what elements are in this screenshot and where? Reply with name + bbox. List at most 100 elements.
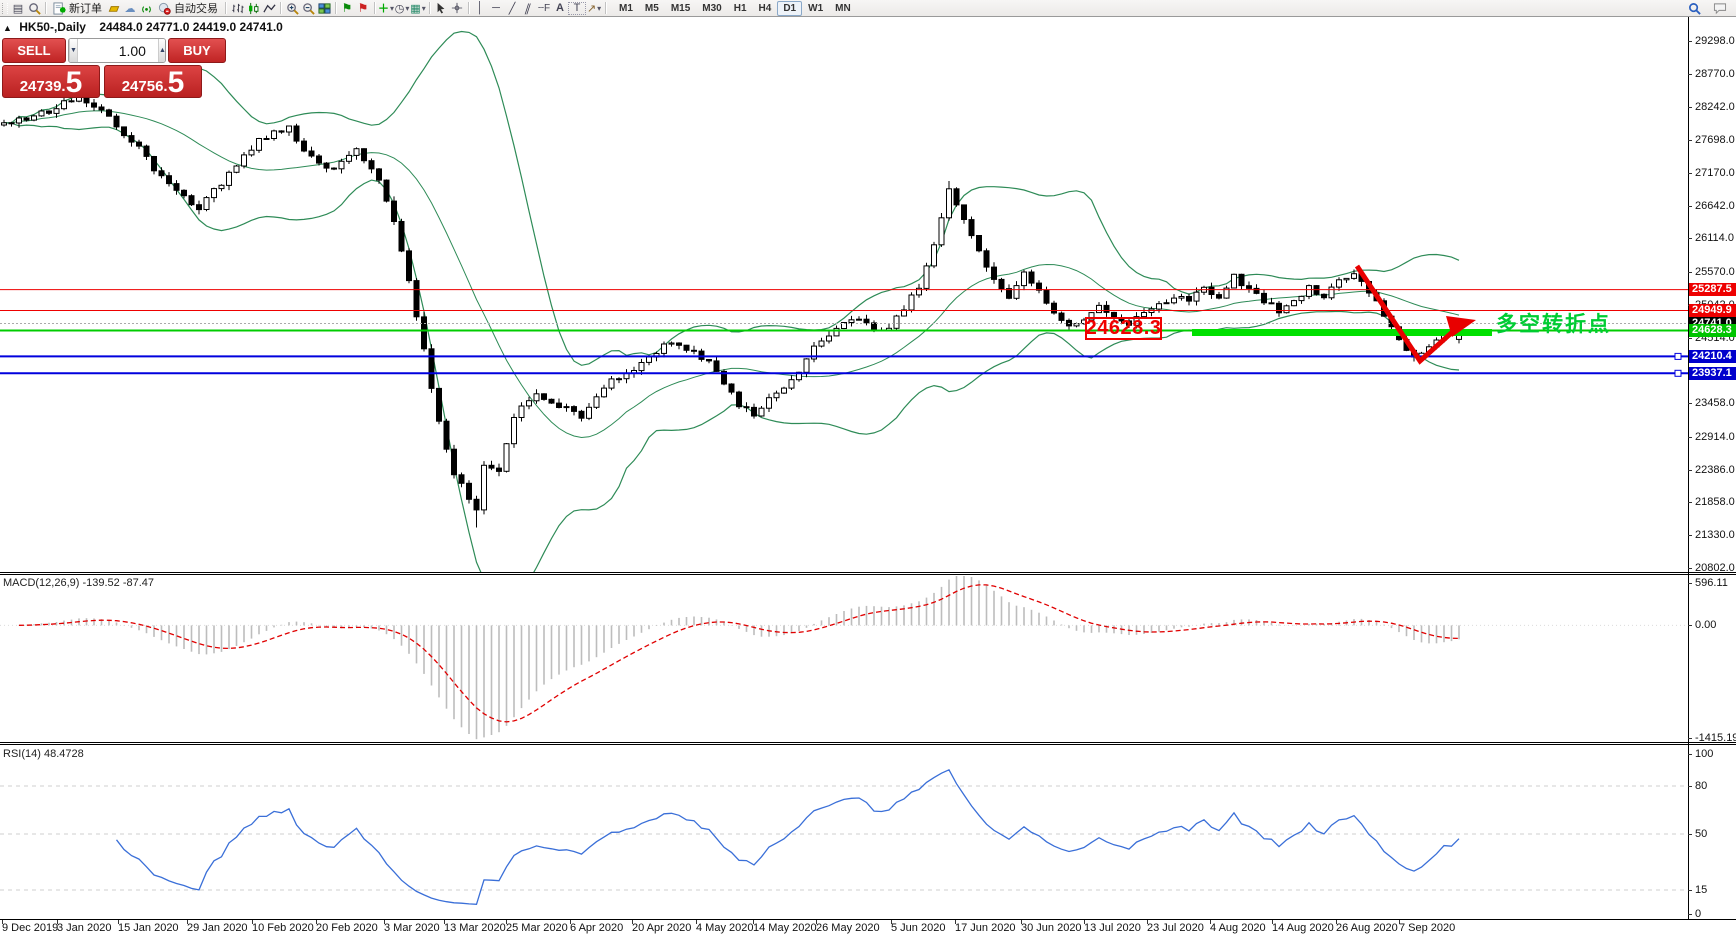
price-tick-label: 22914.0 — [1695, 430, 1735, 443]
templates-icon[interactable]: ▦ ▾ — [410, 2, 426, 15]
shapes-tool-icon[interactable]: ↗ ▾ — [586, 2, 602, 15]
autotrade-button[interactable]: 自动交易 — [154, 1, 222, 15]
volume-increase-button[interactable]: ▲ — [157, 39, 165, 62]
indicators-icon[interactable]: ＋ ▾ — [378, 3, 395, 15]
rsi-tick-label: 80 — [1695, 780, 1708, 792]
volume-input[interactable] — [77, 39, 158, 62]
price-tick-label: 21330.0 — [1695, 528, 1735, 541]
vertical-line-tool-icon[interactable]: │ — [476, 2, 484, 14]
pane-separator[interactable] — [0, 742, 1736, 743]
one-click-trade-panel: SELL ▼ ▲ BUY 24739.5 24756.5 — [2, 38, 226, 98]
toolbar-separator — [429, 2, 431, 14]
date-tick — [891, 920, 892, 924]
timeframe-w1[interactable]: W1 — [808, 2, 824, 14]
ohlc-values: 24484.0 24771.0 24419.0 24741.0 — [99, 20, 283, 34]
bar-chart-type-icon[interactable] — [229, 1, 245, 15]
date-tick — [444, 920, 445, 924]
price-tick-label: 28770.0 — [1695, 67, 1735, 80]
buy-button[interactable]: BUY — [168, 38, 226, 63]
macd-histogram — [18, 576, 1460, 740]
price-tick-label: 24514.0 — [1695, 331, 1735, 344]
date-tick — [1210, 920, 1211, 924]
zoom-out-icon[interactable] — [300, 1, 316, 15]
sell-button[interactable]: SELL — [2, 38, 66, 63]
data-preview-icon[interactable] — [26, 1, 42, 15]
turning-point-annotation[interactable]: 多空转折点 — [1496, 313, 1611, 336]
collapse-triangle-icon[interactable]: ▲ — [3, 23, 12, 33]
red-arrow-object[interactable] — [1354, 264, 1460, 365]
volume-spinner: ▼ ▲ — [68, 38, 166, 63]
charts-bar-icon[interactable]: ▤ — [12, 2, 24, 15]
chat-icon[interactable] — [1712, 1, 1728, 15]
tile-windows-icon[interactable] — [316, 1, 332, 15]
sell-price-main: 24739 — [19, 77, 62, 95]
rsi-tick-label: 50 — [1695, 828, 1708, 840]
date-label: 7 Sep 2020 — [1399, 922, 1456, 934]
toolbar-separator — [45, 2, 46, 14]
crosshair-icon[interactable] — [449, 1, 465, 15]
candlestick-type-icon[interactable] — [245, 1, 261, 15]
candlestick-series — [1, 94, 1462, 528]
fibonacci-tool-icon[interactable]: ┄F — [537, 2, 551, 14]
date-tick — [2, 920, 3, 924]
date-tick — [1084, 920, 1085, 924]
toolbar-right-group — [1686, 1, 1736, 15]
gold-icon[interactable] — [106, 1, 122, 15]
zoom-in-icon[interactable] — [284, 1, 300, 15]
line-chart-type-icon[interactable] — [261, 1, 277, 15]
buy-price-pip: 5 — [167, 65, 185, 99]
price-tick-label: 23458.0 — [1695, 397, 1735, 409]
line-handle[interactable] — [1674, 369, 1682, 377]
text-tool-icon[interactable]: A — [556, 2, 564, 14]
horizontal-line-tool-icon[interactable]: ─ — [492, 2, 500, 14]
timeframe-h1[interactable]: H1 — [733, 2, 747, 14]
price-tag: 24741.0 — [1689, 317, 1736, 330]
timeframe-mn[interactable]: MN — [835, 2, 851, 14]
macd-pane-svg — [0, 576, 1688, 740]
rsi-line — [115, 768, 1460, 905]
volume-decrease-button[interactable]: ▼ — [69, 39, 78, 62]
red-arrow-head[interactable] — [1446, 316, 1476, 337]
autoscroll-icon[interactable]: ⚑ — [341, 1, 353, 15]
timeframe-d1[interactable]: D1 — [777, 0, 803, 16]
date-label: 5 Jun 2020 — [891, 922, 946, 934]
community-icon[interactable]: ☁ — [124, 2, 136, 15]
sell-price-box[interactable]: 24739. 5 — [2, 65, 100, 98]
price-tick-label: 25042.0 — [1695, 298, 1735, 311]
sell-price-pip: 5 — [65, 65, 83, 99]
timeframe-m15[interactable]: M15 — [670, 2, 691, 14]
buy-price-box[interactable]: 24756. 5 — [104, 65, 202, 98]
timeframe-m30[interactable]: M30 — [702, 2, 722, 14]
price-annotation-box[interactable]: 24628.3 — [1085, 317, 1162, 340]
signal-icon[interactable] — [138, 1, 154, 15]
chart-shift-icon[interactable]: ⚑ — [357, 1, 369, 15]
date-tick — [1399, 920, 1400, 924]
line-handle[interactable] — [1674, 352, 1682, 360]
pane-separator[interactable] — [0, 572, 1736, 573]
macd-signal-line — [18, 584, 1460, 723]
toolbar-grip[interactable] — [2, 2, 8, 14]
templates-caret-icon: ▾ — [421, 3, 426, 13]
date-label: 13 Mar 2020 — [444, 922, 506, 934]
timeframe-h4[interactable]: H4 — [758, 2, 772, 14]
macd-tick-label: 0.00 — [1695, 619, 1717, 631]
timeframe-m5[interactable]: M5 — [644, 2, 659, 14]
trendline-tool-icon[interactable]: ╱ — [508, 2, 516, 15]
periods-icon[interactable]: ◷ ▾ — [394, 2, 410, 15]
cursor-icon[interactable] — [433, 1, 449, 15]
date-label: 10 Feb 2020 — [252, 922, 314, 934]
date-label: 30 Jun 2020 — [1021, 922, 1082, 934]
new-order-button[interactable]: 新订单 — [49, 1, 106, 15]
search-icon[interactable] — [1686, 1, 1702, 15]
date-label: 9 Dec 2019 — [2, 922, 59, 934]
date-tick — [1147, 920, 1148, 924]
chart-title: ▲ HK50-,Daily 24484.0 24771.0 24419.0 24… — [3, 20, 283, 34]
toolbar-separator — [468, 2, 470, 14]
date-tick — [816, 920, 817, 924]
support-bar-object[interactable] — [1192, 329, 1492, 336]
shapes-caret-icon: ▾ — [597, 3, 602, 13]
timeframe-m1[interactable]: M1 — [619, 2, 633, 14]
text-label-tool-icon[interactable]: T — [568, 1, 587, 15]
toolbar-separator — [280, 2, 281, 14]
